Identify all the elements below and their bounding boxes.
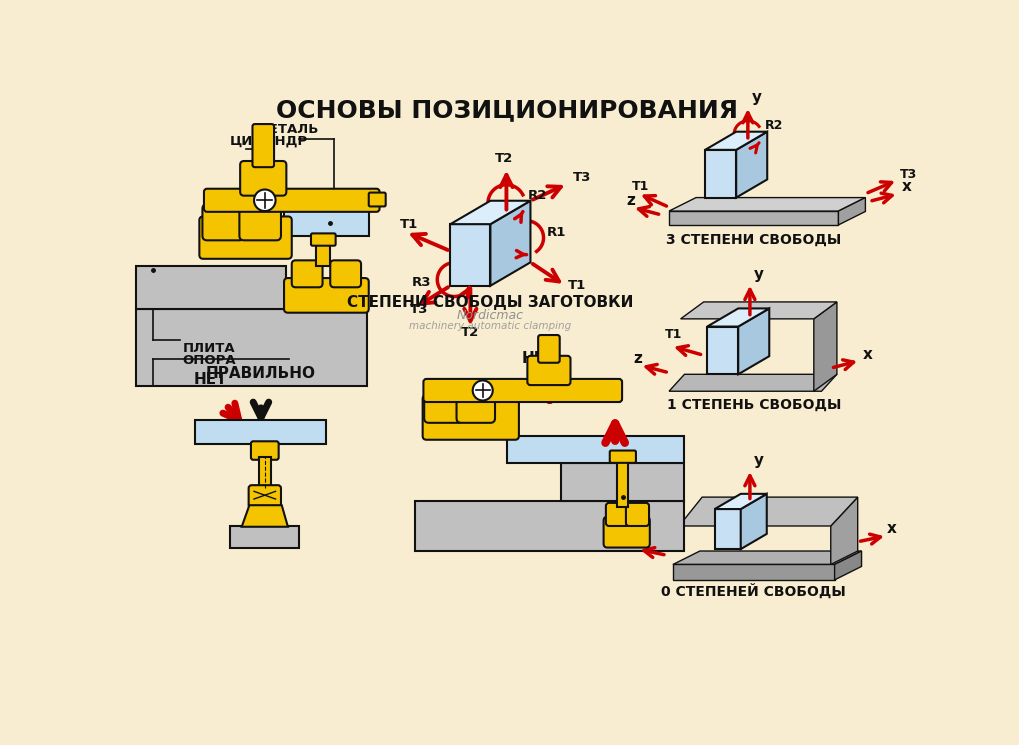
Text: z: z xyxy=(633,351,642,366)
FancyBboxPatch shape xyxy=(202,204,244,241)
Text: T3: T3 xyxy=(573,171,591,185)
Circle shape xyxy=(254,189,275,211)
FancyBboxPatch shape xyxy=(415,501,684,551)
FancyBboxPatch shape xyxy=(616,460,628,507)
Polygon shape xyxy=(834,551,861,580)
FancyBboxPatch shape xyxy=(330,260,361,288)
Polygon shape xyxy=(668,197,864,211)
FancyBboxPatch shape xyxy=(199,217,291,259)
Polygon shape xyxy=(450,224,490,286)
Text: T3: T3 xyxy=(899,168,916,181)
Polygon shape xyxy=(490,200,530,286)
FancyBboxPatch shape xyxy=(423,379,622,402)
FancyBboxPatch shape xyxy=(311,233,335,246)
Polygon shape xyxy=(736,132,766,197)
FancyBboxPatch shape xyxy=(204,188,379,212)
Text: T1: T1 xyxy=(567,279,585,292)
Text: ДЕТАЛЬ: ДЕТАЛЬ xyxy=(257,123,318,136)
FancyBboxPatch shape xyxy=(422,395,519,440)
Text: T2: T2 xyxy=(461,326,479,339)
Polygon shape xyxy=(813,302,837,391)
Text: x: x xyxy=(901,180,911,194)
Polygon shape xyxy=(668,374,837,391)
Text: T1: T1 xyxy=(664,329,682,341)
FancyBboxPatch shape xyxy=(196,420,326,443)
Text: ОПОРА: ОПОРА xyxy=(182,354,235,367)
FancyBboxPatch shape xyxy=(249,485,280,508)
Text: x: x xyxy=(862,347,872,362)
Text: ПРАВИЛЬНО: ПРАВИЛЬНО xyxy=(206,366,316,381)
Text: 0 СТЕПЕНЕЙ СВОБОДЫ: 0 СТЕПЕНЕЙ СВОБОДЫ xyxy=(660,583,846,598)
FancyBboxPatch shape xyxy=(316,244,330,267)
Polygon shape xyxy=(706,326,738,374)
FancyBboxPatch shape xyxy=(239,161,286,196)
Text: x: x xyxy=(887,522,896,536)
Polygon shape xyxy=(450,200,530,224)
Text: ПЛИТА: ПЛИТА xyxy=(182,343,234,355)
Text: T1: T1 xyxy=(632,180,649,192)
Polygon shape xyxy=(668,211,838,225)
FancyBboxPatch shape xyxy=(230,526,300,548)
FancyBboxPatch shape xyxy=(251,441,278,460)
Text: T3: T3 xyxy=(410,302,428,316)
FancyBboxPatch shape xyxy=(291,260,322,288)
Text: 3 СТЕПЕНИ СВОБОДЫ: 3 СТЕПЕНИ СВОБОДЫ xyxy=(665,232,841,247)
Text: R1: R1 xyxy=(546,226,566,239)
FancyBboxPatch shape xyxy=(239,204,280,241)
Text: R2: R2 xyxy=(764,119,783,132)
FancyBboxPatch shape xyxy=(137,309,367,386)
FancyBboxPatch shape xyxy=(560,463,684,501)
Text: 1 СТЕПЕНЬ СВОБОДЫ: 1 СТЕПЕНЬ СВОБОДЫ xyxy=(665,398,840,412)
Polygon shape xyxy=(740,494,766,549)
FancyBboxPatch shape xyxy=(538,335,559,363)
FancyBboxPatch shape xyxy=(283,278,369,313)
Polygon shape xyxy=(680,302,837,319)
Polygon shape xyxy=(738,308,768,374)
Polygon shape xyxy=(679,497,857,526)
Text: НЕТ: НЕТ xyxy=(194,372,227,387)
Text: y: y xyxy=(751,90,761,105)
Polygon shape xyxy=(706,308,768,326)
Polygon shape xyxy=(714,494,766,509)
Text: ЦИЛИНДР: ЦИЛИНДР xyxy=(230,135,308,148)
FancyBboxPatch shape xyxy=(609,451,635,463)
Text: T2: T2 xyxy=(494,153,513,165)
FancyBboxPatch shape xyxy=(626,503,648,526)
FancyBboxPatch shape xyxy=(603,517,649,548)
Text: T1: T1 xyxy=(399,218,418,231)
FancyBboxPatch shape xyxy=(605,503,629,526)
Text: R2: R2 xyxy=(528,189,547,203)
Text: R3: R3 xyxy=(412,276,431,289)
Text: Z: Z xyxy=(632,535,643,550)
FancyBboxPatch shape xyxy=(457,389,494,423)
Text: НЕТ: НЕТ xyxy=(569,378,599,393)
Text: y: y xyxy=(753,453,763,469)
Polygon shape xyxy=(704,150,736,197)
Polygon shape xyxy=(673,551,861,565)
FancyBboxPatch shape xyxy=(259,457,271,488)
FancyBboxPatch shape xyxy=(527,356,570,385)
Text: НЕТ: НЕТ xyxy=(521,351,554,366)
FancyBboxPatch shape xyxy=(424,389,463,423)
Polygon shape xyxy=(829,497,857,565)
Polygon shape xyxy=(242,505,287,527)
FancyBboxPatch shape xyxy=(506,436,684,463)
Text: Nordicmac: Nordicmac xyxy=(457,309,524,322)
FancyBboxPatch shape xyxy=(137,267,286,309)
FancyBboxPatch shape xyxy=(253,124,274,167)
Polygon shape xyxy=(714,509,740,549)
Polygon shape xyxy=(838,197,864,225)
Polygon shape xyxy=(704,132,766,150)
FancyBboxPatch shape xyxy=(283,206,369,235)
FancyBboxPatch shape xyxy=(369,192,385,206)
Text: z: z xyxy=(626,193,634,208)
Text: СТЕПЕНИ СВОБОДЫ ЗАГОТОВКИ: СТЕПЕНИ СВОБОДЫ ЗАГОТОВКИ xyxy=(346,295,633,311)
Circle shape xyxy=(472,381,492,401)
Polygon shape xyxy=(673,565,834,580)
Text: ОСНОВЫ ПОЗИЦИОНИРОВАНИЯ: ОСНОВЫ ПОЗИЦИОНИРОВАНИЯ xyxy=(276,98,738,122)
Text: machinery automatic clamping: machinery automatic clamping xyxy=(409,321,571,331)
Text: y: y xyxy=(753,267,763,282)
